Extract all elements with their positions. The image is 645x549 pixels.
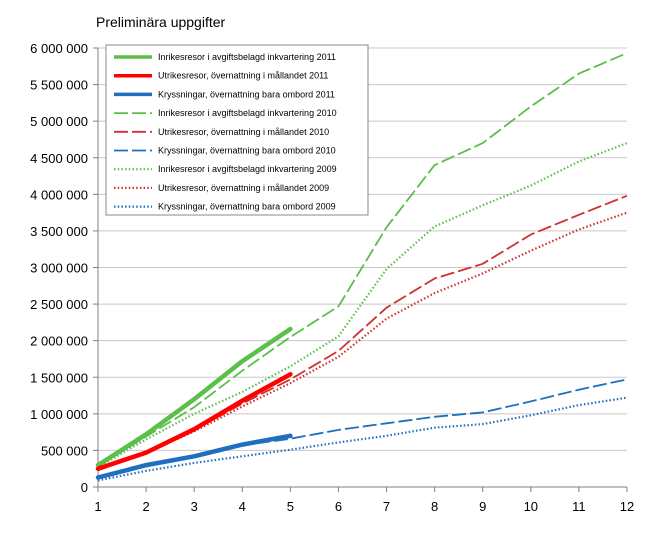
legend-label: Inrikesresor i avgiftsbelagd inkvarterin…: [158, 52, 336, 62]
legend-label: Inrikesresor i avgiftsbelagd inkvarterin…: [158, 164, 337, 174]
series-line: [97, 396, 628, 482]
y-tick-label: 4 000 000: [30, 187, 88, 202]
x-tick-label: 9: [479, 499, 486, 514]
y-tick-label: 5 500 000: [30, 78, 88, 93]
x-tick-label: 10: [524, 499, 538, 514]
x-tick-label: 6: [335, 499, 342, 514]
y-tick-label: 1 000 000: [30, 407, 88, 422]
chart-title: Preliminära uppgifter: [96, 14, 226, 30]
series-line: [95, 433, 293, 480]
series-line: [97, 378, 628, 480]
y-tick-label: 2 500 000: [30, 297, 88, 312]
y-tick-label: 3 500 000: [30, 224, 88, 239]
y-tick-label: 3 000 000: [30, 261, 88, 276]
x-tick-label: 3: [191, 499, 198, 514]
series-line: [97, 52, 628, 468]
legend-label: Utrikesresor, övernattning i mållandet 2…: [158, 71, 328, 81]
legend-label: Kryssningar, övernattning bara ombord 20…: [158, 146, 336, 156]
y-tick-label: 1 500 000: [30, 370, 88, 385]
x-tick-label: 8: [431, 499, 438, 514]
series-line: [95, 372, 293, 471]
legend-label: Utrikesresor, övernattning i mållandet 2…: [158, 183, 329, 193]
x-tick-label: 5: [287, 499, 294, 514]
x-tick-label: 4: [239, 499, 246, 514]
x-tick-label: 12: [620, 499, 634, 514]
y-tick-label: 0: [81, 480, 88, 495]
legend-label: Utrikesresor, övernattning i mållandet 2…: [158, 127, 329, 137]
series-line: [97, 211, 628, 472]
x-tick-label: 7: [383, 499, 390, 514]
legend: Inrikesresor i avgiftsbelagd inkvarterin…: [105, 44, 369, 216]
x-tick-label: 11: [572, 499, 586, 514]
x-tick-label: 1: [94, 499, 101, 514]
series-line: [97, 142, 628, 469]
y-axis-ticks: 0 500 000 1 000 000 1 500 000 2 000 000 2 500…: [30, 41, 98, 495]
series-line: [95, 326, 293, 468]
y-tick-label: 5 000 000: [30, 114, 88, 129]
y-tick-label: 2 000 000: [30, 334, 88, 349]
y-tick-label: 500 000: [41, 443, 88, 458]
x-tick-label: 2: [142, 499, 149, 514]
series-lines: [95, 52, 628, 482]
legend-label: Inrikesresor i avgiftsbelagd inkvarterin…: [158, 108, 337, 118]
legend-label: Kryssningar, övernattning bara ombord 20…: [158, 89, 335, 99]
y-tick-label: 6 000 000: [30, 41, 88, 56]
x-axis-ticks: 1 2 3 4 5 6 7 8 9 10 11 12: [94, 487, 634, 514]
legend-box: [105, 44, 369, 216]
y-tick-label: 4 500 000: [30, 151, 88, 166]
series-line: [97, 194, 628, 471]
legend-label: Kryssningar, övernattning bara ombord 20…: [158, 202, 336, 212]
